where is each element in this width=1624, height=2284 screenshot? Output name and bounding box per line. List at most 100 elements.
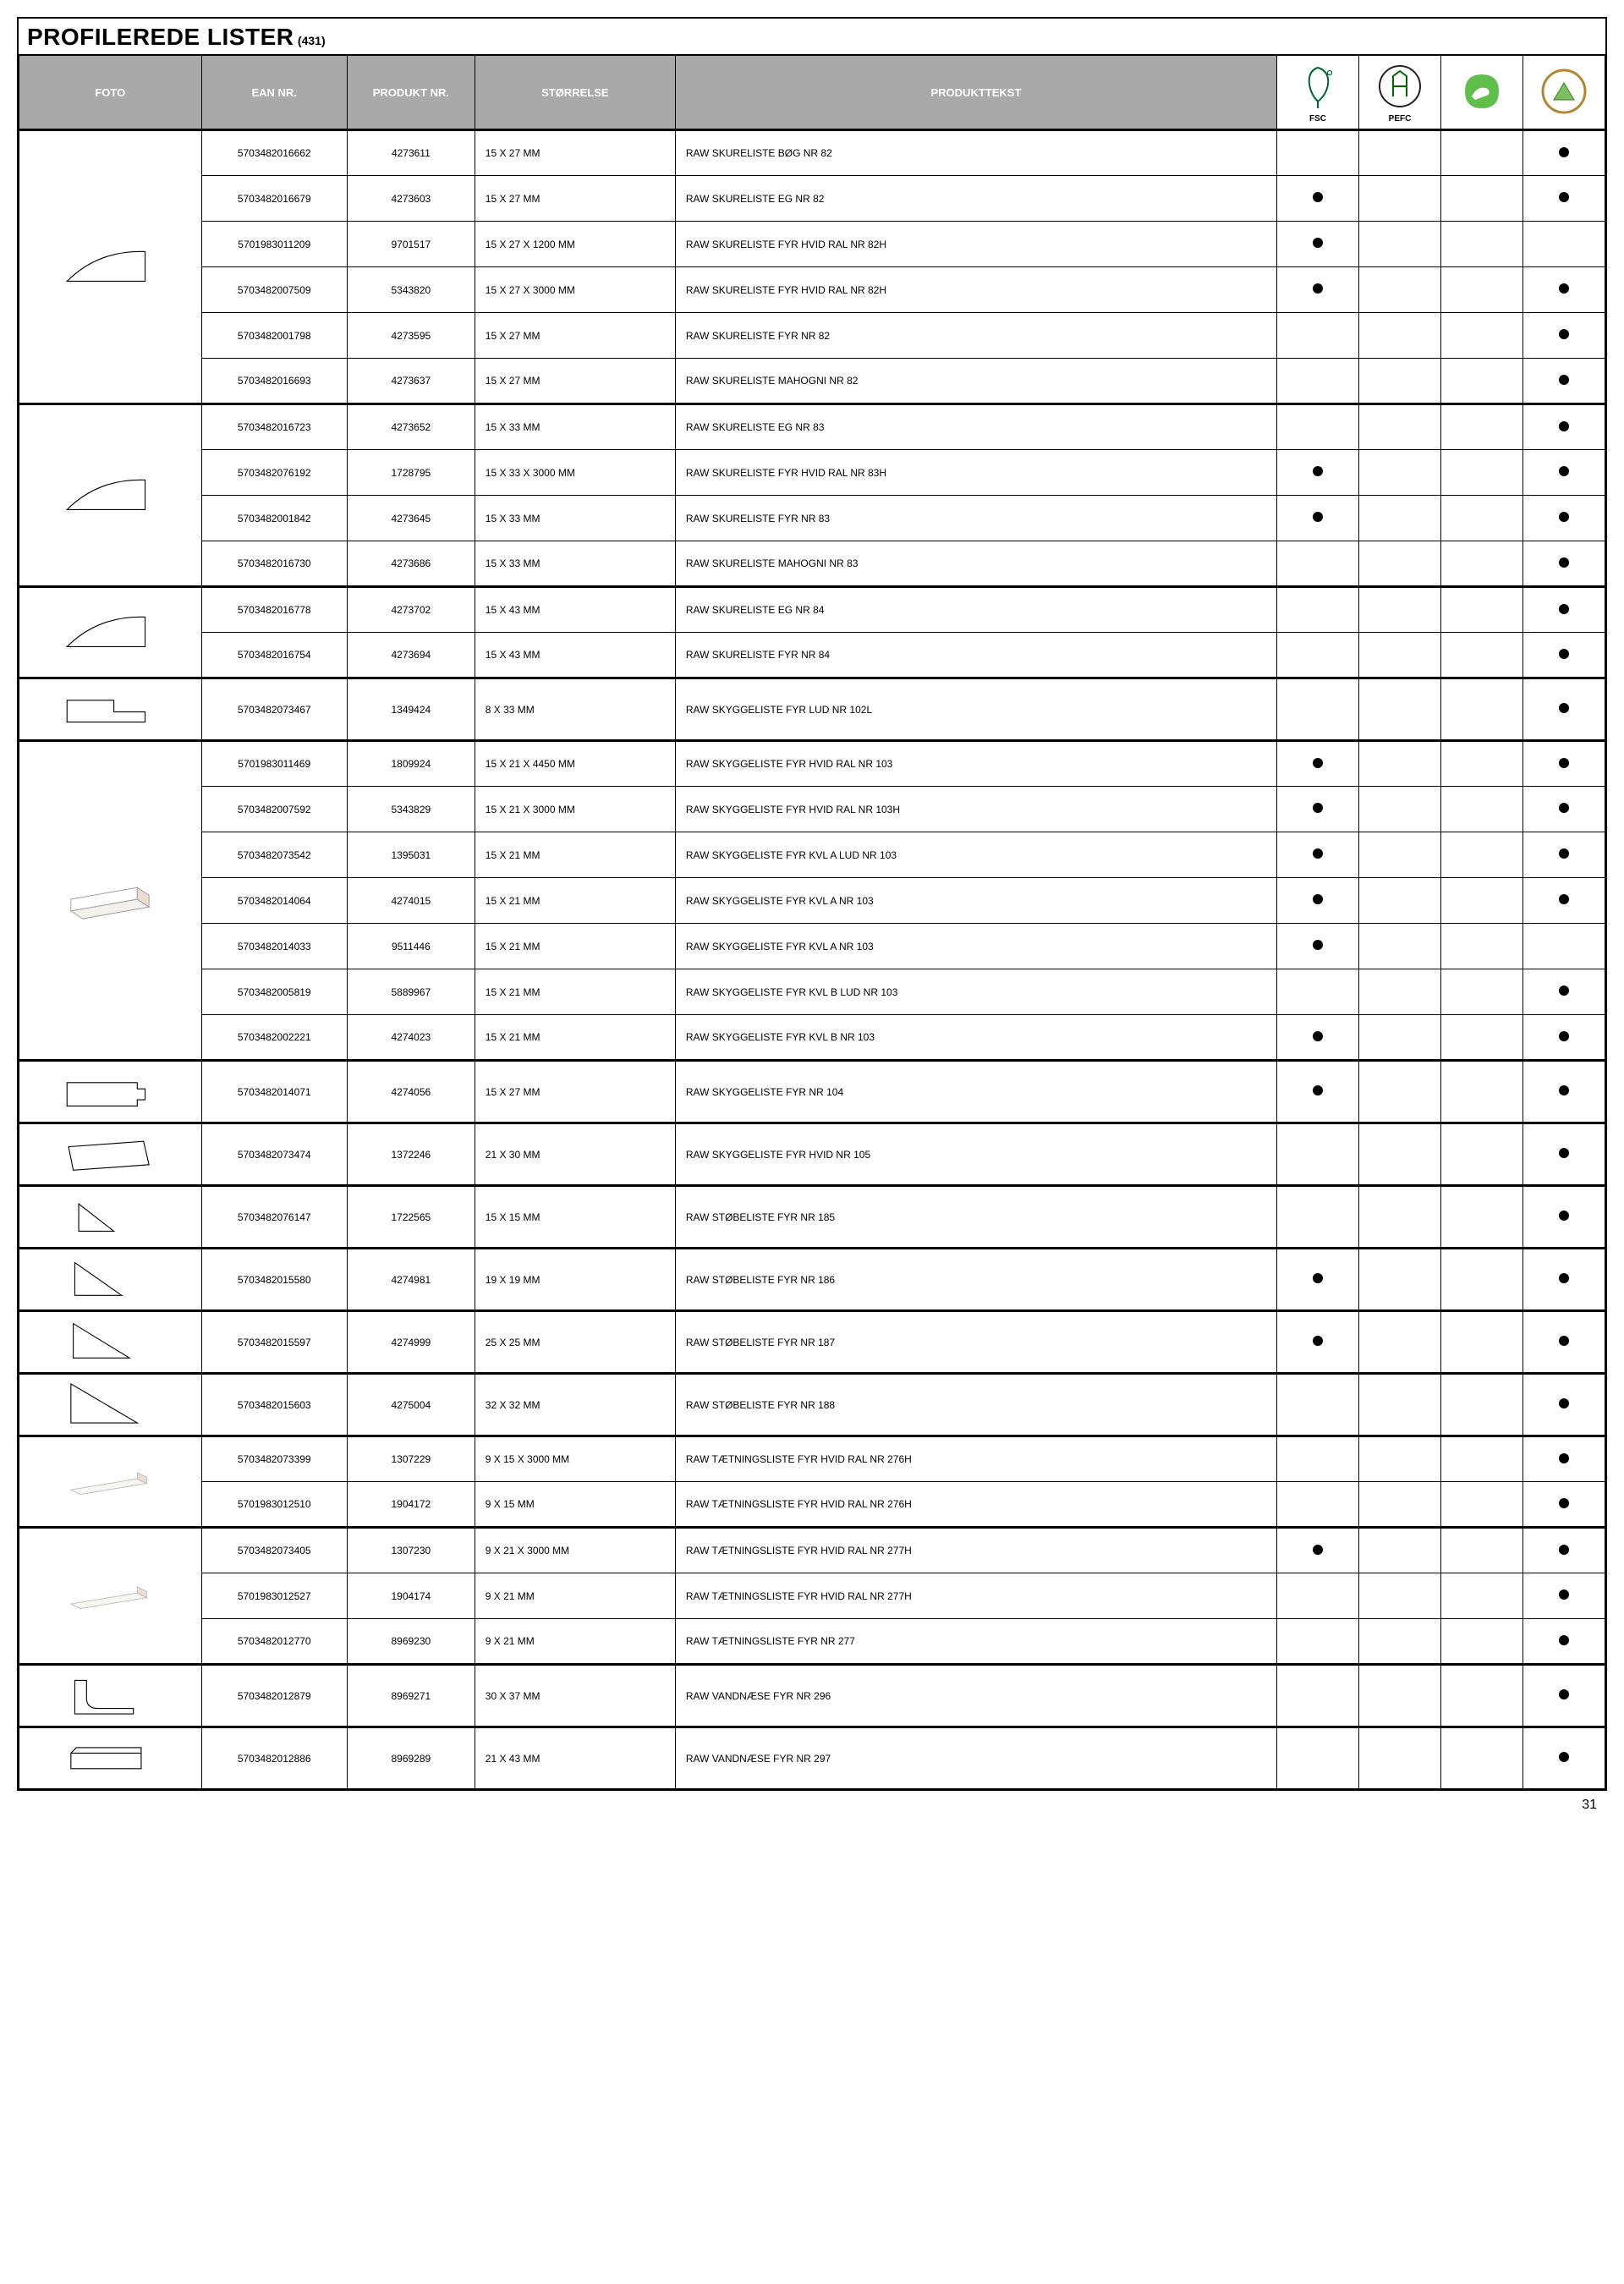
- cert-dot-icon: [1559, 1635, 1569, 1645]
- cert-cell: [1359, 1061, 1441, 1123]
- header-text: PRODUKTTEKST: [675, 56, 1276, 130]
- foto-cell: [19, 1249, 202, 1311]
- size-cell: 32 X 32 MM: [475, 1374, 675, 1436]
- cert-cell: [1277, 1015, 1359, 1061]
- size-cell: 15 X 21 MM: [475, 878, 675, 924]
- cert-dot-icon: [1559, 1545, 1569, 1555]
- cert-dot-icon: [1313, 848, 1323, 859]
- table-row: 5703482014064427401515 X 21 MMRAW SKYGGE…: [19, 878, 1605, 924]
- cert-cell: [1359, 969, 1441, 1015]
- product-text-cell: RAW STØBELISTE FYR NR 185: [675, 1186, 1276, 1249]
- table-row: 5703482076147172256515 X 15 MMRAW STØBEL…: [19, 1186, 1605, 1249]
- ean-cell: 5703482073467: [201, 678, 347, 741]
- product-nr-cell: 9511446: [347, 924, 475, 969]
- size-cell: 21 X 43 MM: [475, 1727, 675, 1789]
- profile-icon: [59, 1378, 161, 1429]
- cert-dot-icon: [1313, 192, 1323, 202]
- ean-cell: 5703482016693: [201, 359, 347, 404]
- cert-cell: [1440, 359, 1522, 404]
- cert-cell: [1522, 678, 1605, 741]
- cert-cell: [1359, 1436, 1441, 1482]
- product-text-cell: RAW TÆTNINGSLISTE FYR HVID RAL NR 276H: [675, 1482, 1276, 1528]
- cert-cell: [1277, 1186, 1359, 1249]
- foto-cell: [19, 1061, 202, 1123]
- cert-cell: [1440, 1311, 1522, 1374]
- table-row: 5703482016754427369415 X 43 MMRAW SKUREL…: [19, 633, 1605, 678]
- cert-cell: [1440, 267, 1522, 313]
- product-text-cell: RAW SKURELISTE EG NR 83: [675, 404, 1276, 450]
- product-nr-cell: 1307229: [347, 1436, 475, 1482]
- cert-cell: [1359, 678, 1441, 741]
- cert-dot-icon: [1313, 894, 1323, 904]
- table-row: 5703482002221427402315 X 21 MMRAW SKYGGE…: [19, 1015, 1605, 1061]
- cert-cell: [1440, 1374, 1522, 1436]
- cert-dot-icon: [1559, 1273, 1569, 1283]
- profile-icon: [59, 240, 161, 291]
- table-row: 5703482012879896927130 X 37 MMRAW VANDNÆ…: [19, 1665, 1605, 1727]
- cert-cell: [1277, 1727, 1359, 1789]
- table-row: 5703482016723427365215 X 33 MMRAW SKUREL…: [19, 404, 1605, 450]
- cert-cell: [1277, 1249, 1359, 1311]
- cert-cell: [1440, 1015, 1522, 1061]
- cert-cell: [1277, 787, 1359, 832]
- foto-cell: [19, 1727, 202, 1789]
- cert-dot-icon: [1313, 1273, 1323, 1283]
- cert-cell: [1359, 1573, 1441, 1619]
- cert-cell: [1277, 1665, 1359, 1727]
- profile-icon: [59, 1190, 161, 1241]
- product-text-cell: RAW VANDNÆSE FYR NR 296: [675, 1665, 1276, 1727]
- table-head: FOTO EAN NR. PRODUKT NR. STØRRELSE PRODU…: [19, 56, 1605, 130]
- size-cell: 15 X 21 MM: [475, 924, 675, 969]
- product-text-cell: RAW SKYGGELISTE FYR HVID RAL NR 103: [675, 741, 1276, 787]
- cert-cell: [1359, 1015, 1441, 1061]
- foto-cell: [19, 1665, 202, 1727]
- product-nr-cell: 4273652: [347, 404, 475, 450]
- cert-cell: [1440, 1665, 1522, 1727]
- cert-cell: [1359, 1123, 1441, 1186]
- size-cell: 15 X 21 MM: [475, 832, 675, 878]
- table-row: 5703482014071427405615 X 27 MMRAW SKYGGE…: [19, 1061, 1605, 1123]
- product-nr-cell: 5343829: [347, 787, 475, 832]
- header-size: STØRRELSE: [475, 56, 675, 130]
- cert-dot-icon: [1559, 986, 1569, 996]
- cert-dot-icon: [1559, 758, 1569, 768]
- cert-dot-icon: [1313, 1085, 1323, 1095]
- cert-cell: [1522, 1249, 1605, 1311]
- cert-cell: [1522, 359, 1605, 404]
- foto-cell: [19, 741, 202, 1061]
- product-nr-cell: 1809924: [347, 741, 475, 787]
- foto-cell: [19, 404, 202, 587]
- product-text-cell: RAW SKYGGELISTE FYR LUD NR 102L: [675, 678, 1276, 741]
- foto-cell: [19, 1186, 202, 1249]
- cert-cell: [1359, 587, 1441, 633]
- product-nr-cell: 1904174: [347, 1573, 475, 1619]
- profile-icon: [59, 1732, 161, 1782]
- cert-cell: [1277, 1123, 1359, 1186]
- cert-dot-icon: [1313, 466, 1323, 476]
- table-row: 570198301252719041749 X 21 MMRAW TÆTNING…: [19, 1573, 1605, 1619]
- ean-cell: 5703482007592: [201, 787, 347, 832]
- product-nr-cell: 4275004: [347, 1374, 475, 1436]
- header-indoor: [1522, 56, 1605, 130]
- size-cell: 15 X 33 MM: [475, 541, 675, 587]
- profile-icon: [59, 1569, 161, 1620]
- cert-cell: [1522, 787, 1605, 832]
- table-row: 570348207339913072299 X 15 X 3000 MMRAW …: [19, 1436, 1605, 1482]
- profile-icon: [59, 874, 161, 925]
- table-row: 5703482073474137224621 X 30 MMRAW SKYGGE…: [19, 1123, 1605, 1186]
- cert-cell: [1440, 924, 1522, 969]
- cert-dot-icon: [1559, 1498, 1569, 1508]
- product-nr-cell: 5343820: [347, 267, 475, 313]
- product-text-cell: RAW SKURELISTE EG NR 84: [675, 587, 1276, 633]
- cert-cell: [1522, 176, 1605, 222]
- product-text-cell: RAW SKURELISTE FYR NR 82: [675, 313, 1276, 359]
- cert-cell: [1522, 1061, 1605, 1123]
- cert-cell: [1522, 313, 1605, 359]
- cert-cell: [1522, 450, 1605, 496]
- pefc-icon: [1374, 61, 1425, 112]
- product-text-cell: RAW SKURELISTE FYR NR 84: [675, 633, 1276, 678]
- ean-cell: 5703482076192: [201, 450, 347, 496]
- cert-dot-icon: [1559, 1398, 1569, 1408]
- profile-icon: [59, 1315, 161, 1366]
- product-text-cell: RAW SKURELISTE MAHOGNI NR 82: [675, 359, 1276, 404]
